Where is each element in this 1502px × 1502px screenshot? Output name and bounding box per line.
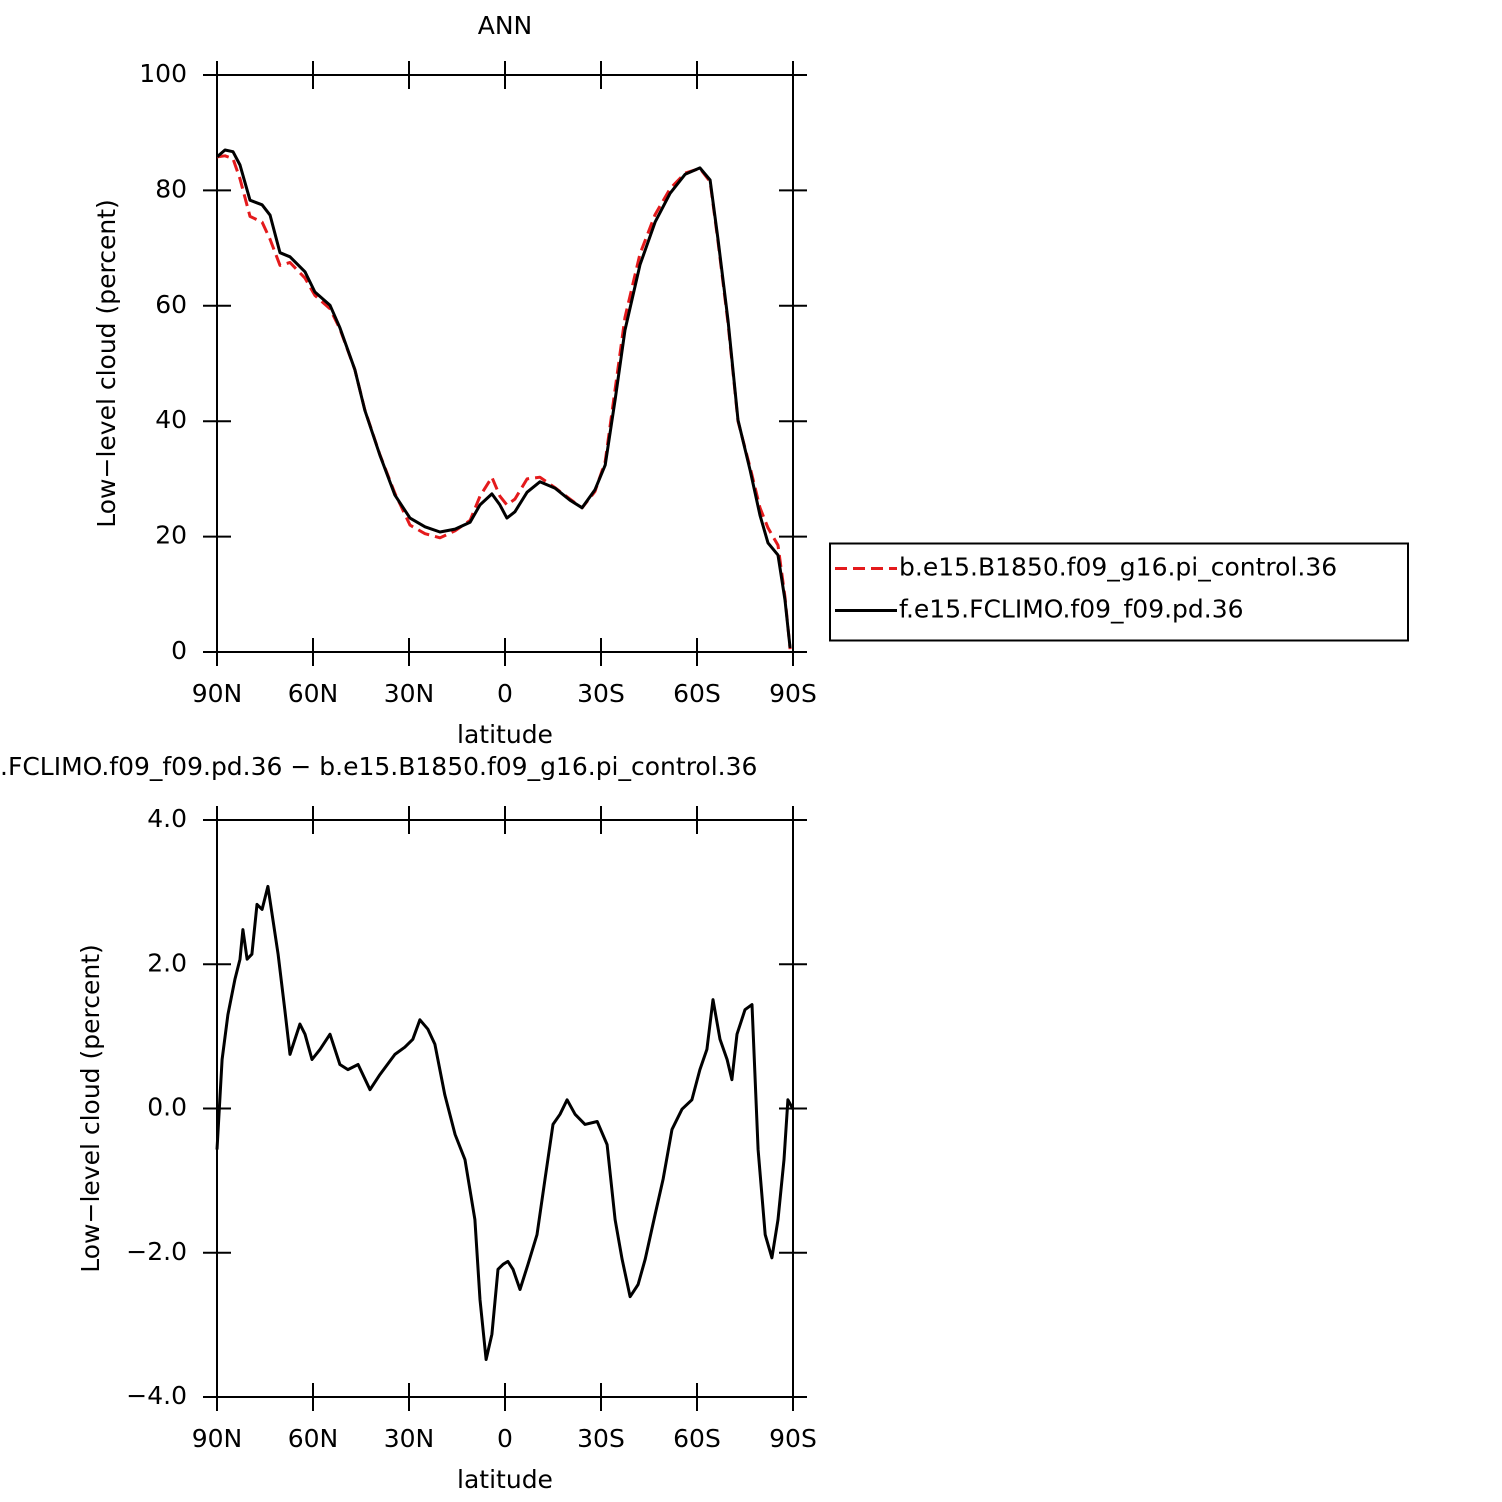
- y-tick-label: 20: [155, 521, 187, 550]
- x-tick-label: 60N: [288, 679, 339, 708]
- y-tick-label: 2.0: [147, 948, 187, 977]
- x-tick-label: 30N: [384, 679, 435, 708]
- x-tick-label: 60S: [673, 679, 721, 708]
- plot-frame: [216, 819, 794, 1398]
- y-tick-label: 0.0: [147, 1093, 187, 1122]
- x-tick-label: 30S: [577, 679, 625, 708]
- y-tick-label: −4.0: [126, 1381, 187, 1410]
- x-tick-label: 90N: [192, 679, 243, 708]
- x-tick-label: 90N: [192, 1424, 243, 1453]
- x-tick-label: 30N: [384, 1424, 435, 1453]
- y-tick-label: 100: [139, 59, 187, 88]
- plot-frame: [216, 74, 794, 653]
- data-line: [216, 154, 792, 650]
- chart-title: ANN: [478, 11, 533, 40]
- x-axis-label: latitude: [457, 720, 553, 749]
- y-axis-label: Low−level cloud (percent): [76, 944, 105, 1272]
- legend-box: [829, 542, 1409, 642]
- y-tick-label: 40: [155, 405, 187, 434]
- y-tick-label: 0: [171, 636, 187, 665]
- x-tick-label: 60N: [288, 1424, 339, 1453]
- x-tick-label: 30S: [577, 1424, 625, 1453]
- x-tick-label: 90S: [769, 1424, 817, 1453]
- x-tick-label: 60S: [673, 1424, 721, 1453]
- x-axis-label: latitude: [457, 1465, 553, 1494]
- y-tick-label: 4.0: [147, 804, 187, 833]
- y-tick-label: −2.0: [126, 1237, 187, 1266]
- legend-label: f.e15.FCLIMO.f09_f09.pd.36: [899, 595, 1244, 624]
- y-tick-label: 80: [155, 174, 187, 203]
- data-line: [216, 148, 792, 649]
- chart-title: .FCLIMO.f09_f09.pd.36 − b.e15.B1850.f09_…: [0, 752, 757, 781]
- data-line: [215, 884, 795, 1361]
- x-tick-label: 0: [497, 1424, 513, 1453]
- legend-label: b.e15.B1850.f09_g16.pi_control.36: [899, 553, 1337, 582]
- x-tick-label: 90S: [769, 679, 817, 708]
- x-tick-label: 0: [497, 679, 513, 708]
- y-tick-label: 60: [155, 290, 187, 319]
- y-axis-label: Low−level cloud (percent): [92, 199, 121, 527]
